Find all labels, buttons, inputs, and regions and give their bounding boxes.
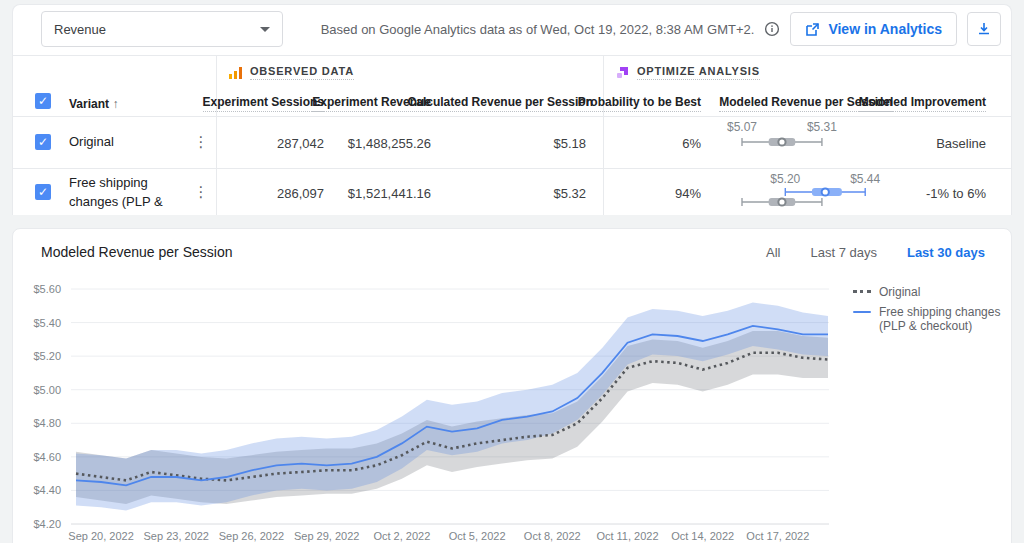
tab-all[interactable]: All [766, 245, 780, 260]
row-checkbox[interactable]: ✓ [35, 134, 51, 150]
svg-text:$5.00: $5.00 [33, 384, 61, 396]
svg-text:$5.40: $5.40 [33, 317, 61, 329]
svg-text:$5.20: $5.20 [33, 350, 61, 362]
svg-text:Oct 5, 2022: Oct 5, 2022 [449, 530, 506, 542]
prob-best-value: 94% [601, 186, 701, 201]
row-checkbox[interactable]: ✓ [35, 184, 51, 200]
svg-text:Oct 14, 2022: Oct 14, 2022 [671, 530, 734, 542]
revenue-value: $1,488,255.26 [311, 136, 431, 151]
select-all-checkbox[interactable]: ✓ [35, 93, 51, 109]
chart-legend: Original Free shipping changes (PLP & ch… [853, 285, 1009, 339]
svg-text:Oct 2, 2022: Oct 2, 2022 [373, 530, 430, 542]
legend-item-original: Original [853, 285, 1009, 299]
download-icon [976, 21, 992, 37]
toolbar-right: Based on Google Analytics data as of Wed… [321, 11, 1001, 47]
svg-text:$4.40: $4.40 [33, 484, 61, 496]
svg-text:$5.60: $5.60 [33, 283, 61, 295]
chart-header: Modeled Revenue per Session All Last 7 d… [41, 239, 985, 265]
interval-low-label: $5.20 [761, 172, 809, 186]
row-divider [13, 116, 1011, 117]
svg-text:Oct 17, 2022: Oct 17, 2022 [746, 530, 809, 542]
svg-text:Sep 20, 2022: Sep 20, 2022 [68, 530, 133, 542]
optimize-logo-icon [616, 66, 629, 79]
row-menu-icon[interactable]: ⋮ [191, 132, 211, 152]
chart-title: Modeled Revenue per Session [41, 244, 232, 260]
column-header-prob-best: Probability to be Best [551, 95, 701, 109]
calc-rps-value: $5.18 [486, 136, 586, 151]
row-menu-icon[interactable]: ⋮ [191, 182, 211, 202]
svg-text:Sep 29, 2022: Sep 29, 2022 [294, 530, 359, 542]
column-divider [216, 56, 217, 215]
svg-text:Sep 26, 2022: Sep 26, 2022 [219, 530, 284, 542]
svg-text:$4.20: $4.20 [33, 518, 61, 530]
improvement-value: -1% to 6% [866, 186, 986, 201]
svg-text:Oct 8, 2022: Oct 8, 2022 [524, 530, 581, 542]
optimize-analysis-section-header: OPTIMIZE ANALYSIS [616, 65, 760, 80]
observed-data-section-header: OBSERVED DATA [229, 65, 354, 80]
view-in-analytics-label: View in Analytics [828, 21, 942, 37]
tab-last-7-days[interactable]: Last 7 days [810, 245, 877, 260]
interval-low-label: $5.07 [718, 120, 766, 134]
interval-high-label: $5.44 [841, 172, 889, 186]
interval-high-label: $5.31 [798, 120, 846, 134]
sessions-value: 287,042 [224, 136, 324, 151]
chevron-down-icon [260, 27, 270, 32]
revenue-value: $1,521,441.16 [311, 186, 431, 201]
legend-item-variant: Free shipping changes (PLP & checkout) [853, 305, 1009, 333]
tab-last-30-days[interactable]: Last 30 days [907, 245, 985, 260]
modeled-rps-chart-card: Modeled Revenue per Session All Last 7 d… [12, 228, 1012, 543]
sessions-value: 286,097 [224, 186, 324, 201]
results-table-card: Revenue Based on Google Analytics data a… [12, 4, 1012, 215]
metric-selector[interactable]: Revenue [41, 11, 283, 47]
data-freshness-note: Based on Google Analytics data as of Wed… [321, 22, 755, 37]
date-range-tabs: All Last 7 days Last 30 days [766, 245, 985, 260]
svg-text:$4.80: $4.80 [33, 417, 61, 429]
svg-text:Sep 23, 2022: Sep 23, 2022 [144, 530, 209, 542]
svg-text:Oct 11, 2022: Oct 11, 2022 [596, 530, 658, 542]
solid-line-swatch-icon [853, 311, 871, 313]
open-in-new-icon [805, 22, 820, 37]
view-in-analytics-button[interactable]: View in Analytics [790, 12, 957, 46]
download-button[interactable] [967, 12, 1001, 46]
modeled-rps-chart: $4.20 $4.40 $4.60 $4.80 $5.00 $5.20 $5.40 $5.60… [13, 271, 997, 543]
column-header-improvement: Modeled Improvement [836, 95, 986, 109]
calc-rps-value: $5.32 [486, 186, 586, 201]
svg-text:$4.60: $4.60 [33, 451, 61, 463]
info-icon[interactable] [764, 21, 780, 37]
metric-selector-value: Revenue [54, 22, 106, 37]
toolbar: Revenue Based on Google Analytics data a… [13, 5, 1011, 56]
variant-name: Free shipping changes (PLP & checkout) [69, 173, 187, 215]
variant-name: Original [69, 132, 187, 152]
sort-ascending-icon: ↑ [112, 97, 118, 111]
improvement-value: Baseline [866, 136, 986, 151]
bar-chart-icon [229, 66, 242, 79]
prob-best-value: 6% [601, 136, 701, 151]
variant-column-header[interactable]: Variant ↑ [69, 97, 118, 111]
dotted-line-swatch-icon [853, 290, 871, 293]
row-divider [13, 168, 1011, 169]
